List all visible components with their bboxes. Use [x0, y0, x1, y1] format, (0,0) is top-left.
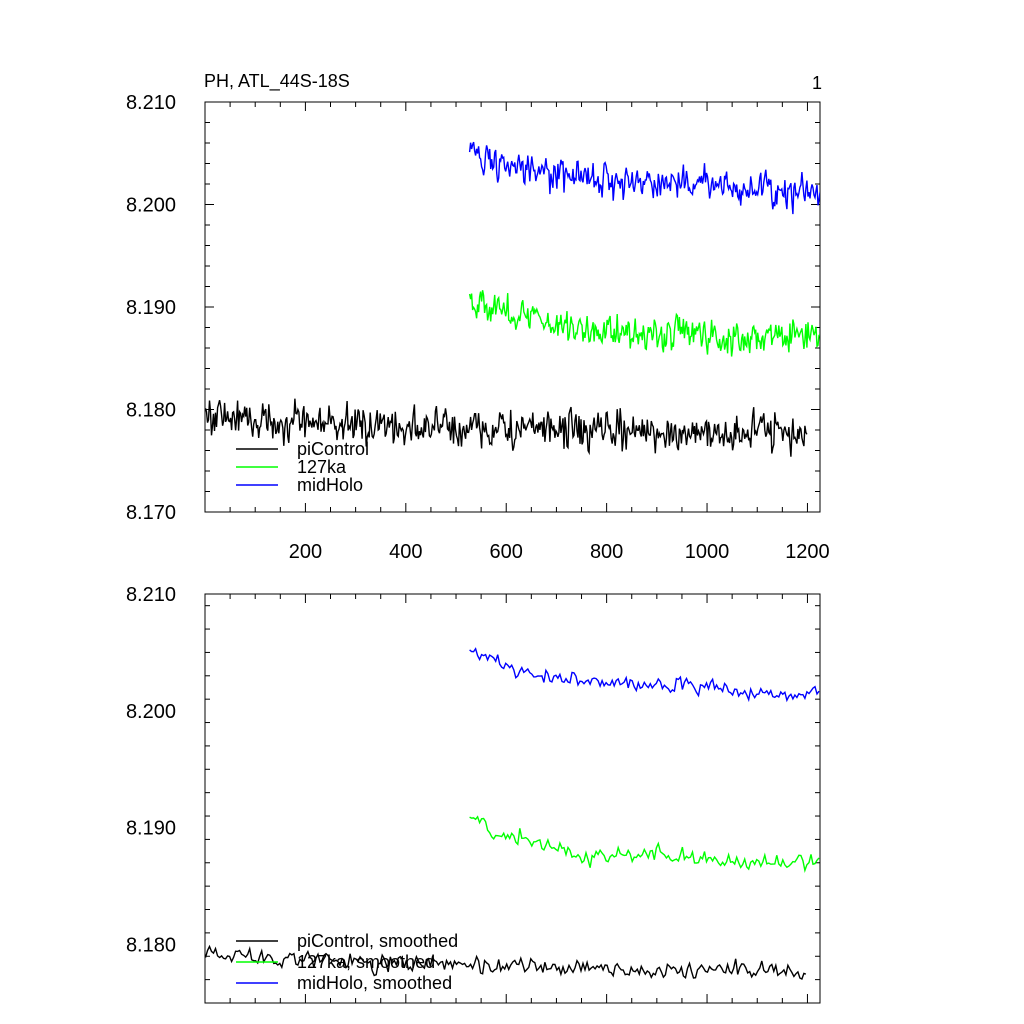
- panel-number: 1: [812, 73, 822, 93]
- series-line-midholo-smoothed: [469, 647, 820, 703]
- legend-label: midHolo: [297, 475, 363, 495]
- legend-label: piControl: [297, 439, 369, 459]
- x-tick-label: 1200: [785, 541, 830, 563]
- y-tick-label: 8.190: [126, 818, 176, 840]
- legend-label: 127ka: [297, 457, 347, 477]
- x-tick-label: 200: [289, 541, 322, 563]
- legend-label: piControl, smoothed: [297, 931, 458, 951]
- y-tick-label: 8.170: [126, 502, 176, 524]
- y-tick-label: 8.210: [126, 92, 176, 114]
- y-tick-label: 8.200: [126, 195, 176, 217]
- x-tick-label: 400: [389, 541, 422, 563]
- y-tick-label: 8.200: [126, 701, 176, 723]
- y-tick-label: 8.190: [126, 297, 176, 319]
- y-tick-label: 8.180: [126, 400, 176, 422]
- series-line-picontrol: [205, 398, 808, 457]
- series-line-midholo: [468, 141, 820, 215]
- plot-frame: [204, 593, 821, 1004]
- y-tick-label: 8.210: [126, 584, 176, 606]
- x-tick-label: 1000: [685, 541, 730, 563]
- bottom-panel: 8.180 8.190 8.200 8.210 piControl, smoothed1…: [126, 584, 821, 1004]
- legend-label: 127ka, smoothed: [297, 952, 435, 972]
- series-line-picontrol-smoothed: [205, 944, 807, 980]
- x-tick-label: 600: [490, 541, 523, 563]
- series-line-127ka-smoothed: [469, 815, 820, 873]
- figure-title: PH, ATL_44S-18S: [204, 71, 350, 92]
- x-tick-label: 800: [590, 541, 623, 563]
- series-line-127ka: [468, 290, 820, 357]
- legend-label: midHolo, smoothed: [297, 973, 452, 993]
- top-panel: 200 400 600 800 1000 1200 8.170 8.180 8.190 8.200…: [126, 92, 830, 563]
- y-tick-label: 8.180: [126, 935, 176, 957]
